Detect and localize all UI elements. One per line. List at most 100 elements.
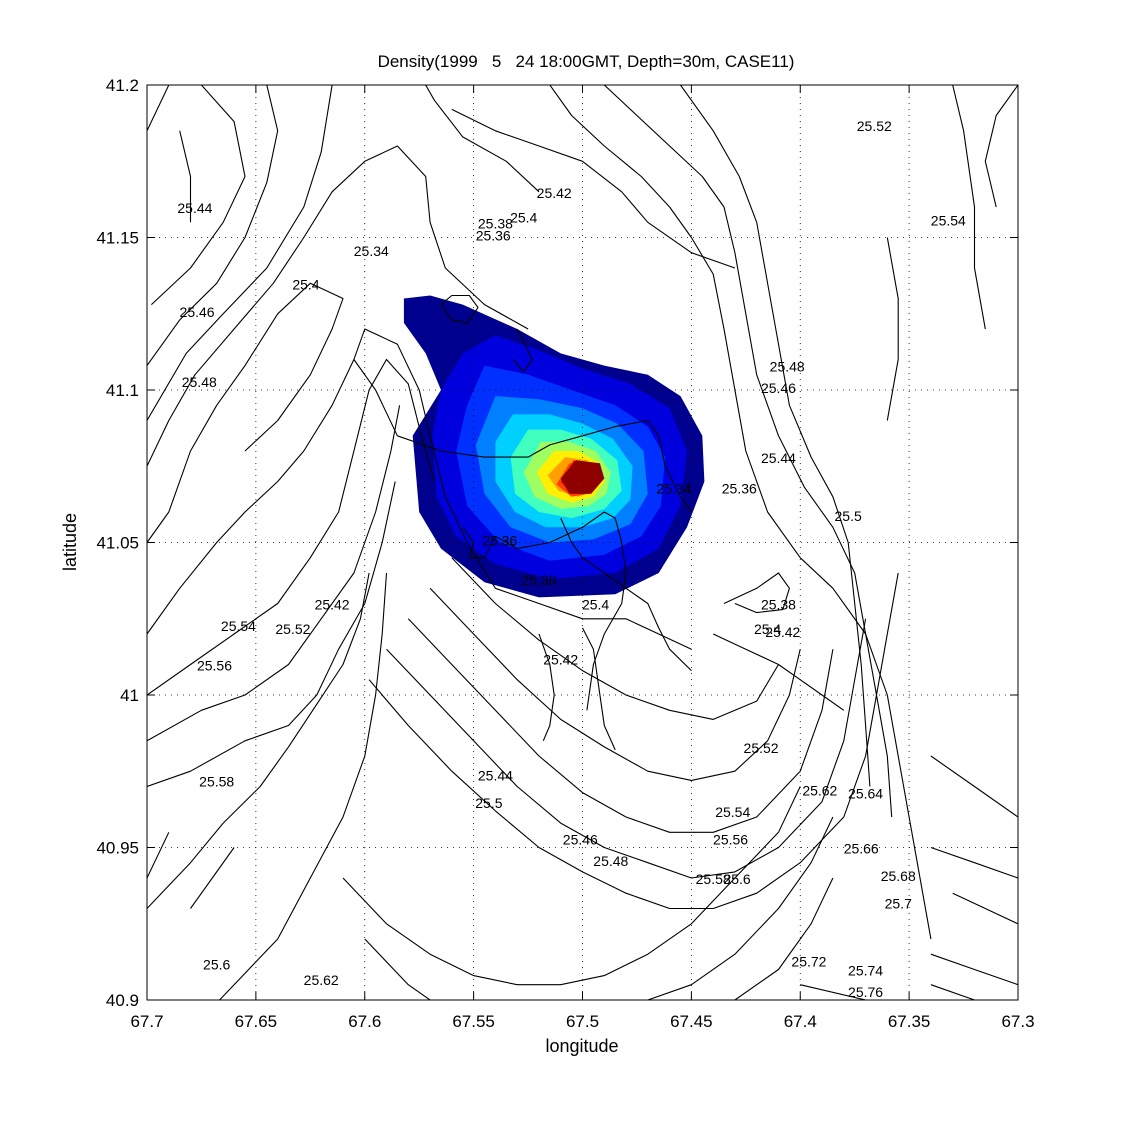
filled-level-12 [560, 460, 605, 494]
contour-line [429, 587, 801, 781]
contour-label: 25.44 [761, 450, 796, 466]
contour-line [151, 85, 246, 306]
x-tick-label: 67.7 [130, 1012, 163, 1031]
contour-line [734, 877, 834, 1000]
contour-label: 25.34 [354, 243, 389, 259]
contour-label: 25.48 [593, 853, 628, 869]
contour-line [353, 359, 692, 513]
contour-label: 25.38 [521, 572, 556, 588]
x-axis-label: longitude [545, 1036, 618, 1056]
contour-label: 25.38 [478, 215, 513, 231]
contour-line [425, 85, 540, 193]
contour-label: 25.74 [848, 963, 883, 979]
contour-label: 25.58 [199, 774, 234, 790]
contour-label: 25.72 [791, 953, 826, 969]
contour-label: 25.42 [765, 624, 800, 640]
x-axis-ticks: 67.7 67.65 67.6 67.55 67.5 67.45 67.4 67.35 67.3 [130, 85, 1035, 1031]
contour-line [538, 633, 555, 742]
contour-line [603, 85, 893, 818]
contour-label: 25.48 [770, 359, 805, 375]
contour-label: 25.52 [744, 740, 779, 756]
contour-label: 25.5 [475, 795, 502, 811]
contour-line [952, 85, 986, 330]
contour-line [147, 405, 401, 742]
contour-line [147, 572, 370, 909]
contour-label: 25.6 [203, 957, 230, 973]
contour-label: 25.4 [510, 209, 537, 225]
contour-line [723, 572, 790, 614]
contour-label: 25.44 [478, 767, 513, 783]
contour-line [451, 557, 779, 720]
contour-line [930, 984, 975, 1000]
contour-label: 25.54 [931, 212, 966, 228]
y-tick-label: 41.2 [106, 76, 139, 95]
contour-line [368, 572, 899, 910]
contour-line [147, 832, 170, 879]
contour-label: 25.42 [543, 652, 578, 668]
contour-label: 25.66 [844, 841, 879, 857]
contour-label: 25.56 [197, 658, 232, 674]
y-tick-label: 41 [120, 686, 139, 705]
contour-label: 25.36 [482, 533, 517, 549]
contour-label: 25.54 [221, 618, 256, 634]
contour-line [147, 145, 529, 467]
contour-label: 25.38 [761, 597, 796, 613]
contour-line [952, 892, 1018, 925]
grid-lines [147, 85, 1018, 1000]
contour-label: 25.46 [180, 304, 215, 320]
contour-label: 25.42 [315, 597, 350, 613]
contour-line [147, 481, 396, 788]
contour-label: 25.46 [761, 380, 796, 396]
contour-line [930, 953, 1018, 986]
contour-line [451, 108, 736, 269]
contour-line [179, 130, 192, 223]
contour-line [582, 627, 616, 751]
contour-label: 25.46 [563, 831, 598, 847]
contour-line [512, 328, 533, 373]
contour-label: 25.7 [885, 896, 912, 912]
contour-line [586, 517, 627, 711]
contour-label: 25.54 [715, 804, 750, 820]
contour-label: 25.64 [848, 786, 883, 802]
contour-label: 25.62 [304, 972, 339, 988]
contour-label: 25.62 [802, 783, 837, 799]
x-tick-label: 67.4 [784, 1012, 817, 1031]
y-tick-label: 41.05 [96, 534, 139, 553]
contour-label: 25.34 [656, 481, 691, 497]
contour-line [386, 618, 867, 879]
chart-title: Density(1999 5 24 18:00GMT, Depth=30m, C… [378, 52, 795, 71]
contour-line [930, 755, 1018, 818]
contour-line [218, 572, 388, 1000]
contour-label: 25.42 [537, 185, 572, 201]
contour-line [549, 85, 932, 940]
x-tick-label: 67.65 [235, 1012, 278, 1031]
contour-line [712, 633, 845, 711]
contour-line [147, 282, 344, 543]
contour-line [147, 85, 170, 132]
x-tick-label: 67.3 [1001, 1012, 1034, 1031]
y-tick-label: 40.95 [96, 839, 139, 858]
contour-line [342, 786, 801, 986]
x-tick-label: 67.5 [566, 1012, 599, 1031]
x-tick-label: 67.35 [888, 1012, 931, 1031]
contour-label: 25.5 [835, 508, 862, 524]
contour-line [364, 938, 432, 1000]
contour-line [407, 618, 834, 833]
contour-line [800, 984, 866, 1000]
contour-label: 25.48 [182, 374, 217, 390]
contour-line [930, 846, 1018, 879]
contour-label: 25.52 [275, 621, 310, 637]
contour-label: 25.76 [848, 984, 883, 1000]
contour-label: 25.44 [177, 200, 212, 216]
contour-line [147, 85, 333, 421]
contour-line [462, 511, 616, 559]
contour-line [147, 328, 692, 650]
y-axis-label: latitude [60, 513, 80, 571]
contour-label: 25.4 [292, 276, 319, 292]
contour-labels: 25.4425.4625.4825.425.3425.3825.425.3625… [177, 118, 966, 1000]
contour-line [886, 237, 899, 421]
y-tick-label: 41.1 [106, 381, 139, 400]
contour-line [647, 816, 834, 1000]
contour-line [147, 358, 435, 696]
